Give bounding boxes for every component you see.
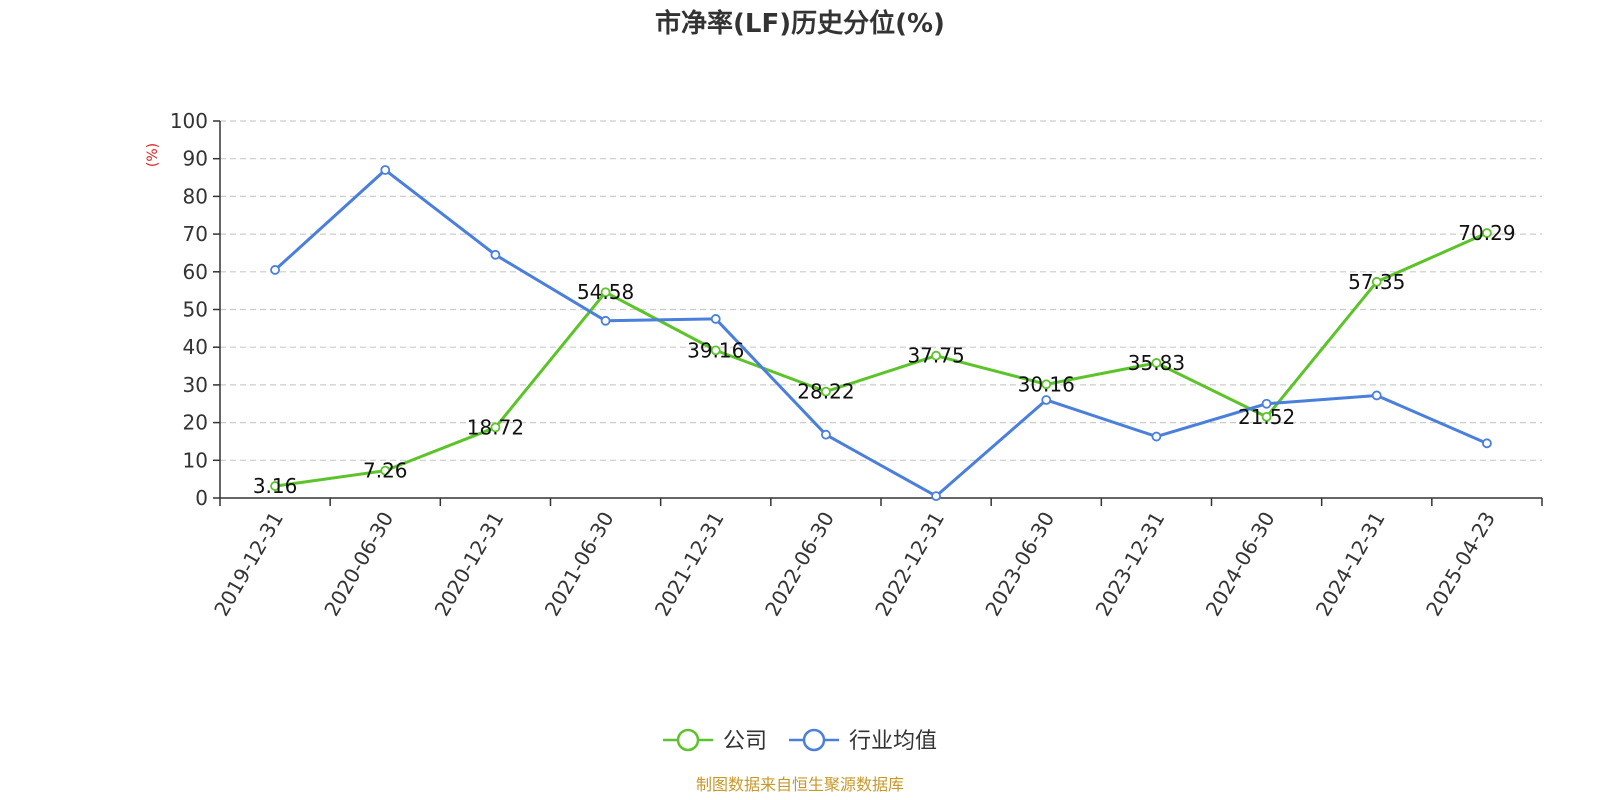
y-tick-label: 50 (183, 298, 208, 322)
axes: 0 10 20 30 40 50 60 70 80 90 100 2019-12-31 2020-06-… (170, 109, 1543, 621)
x-tick-label: 2021-12-31 (650, 508, 729, 621)
y-tick-label: 100 (170, 109, 208, 133)
legend-label: 公司 (723, 729, 767, 754)
x-tick-label: 2024-06-30 (1201, 508, 1280, 621)
chart-title: 市净率(LF)历史分位(%) (655, 8, 945, 39)
data-point (270, 265, 280, 275)
series-lines (270, 165, 1492, 502)
x-tick-label: 2023-12-31 (1091, 508, 1170, 621)
data-point (710, 345, 721, 356)
data-label: 28.22 (797, 380, 854, 404)
y-tick-label: 30 (183, 373, 208, 397)
data-point (1482, 228, 1492, 238)
data-label: 3.16 (253, 474, 298, 498)
data-labels: 3.16 7.26 18.72 54.58 39.16 28.22 37.75 30.16 35… (253, 221, 1516, 498)
data-point (380, 465, 391, 476)
x-tick-label: 2020-06-30 (319, 508, 398, 621)
x-tick-label: 2023-06-30 (980, 508, 1059, 621)
data-point (821, 429, 831, 440)
data-point (1482, 438, 1492, 449)
data-point (380, 165, 391, 175)
data-point (490, 249, 501, 260)
y-tick-label: 60 (183, 260, 208, 284)
data-label: 70.29 (1458, 221, 1515, 245)
data-point (821, 386, 831, 397)
data-point (1261, 411, 1272, 422)
x-tick-label: 2022-12-31 (870, 507, 949, 620)
grid-lines (220, 120, 1542, 461)
data-point (1041, 379, 1052, 390)
data-label: 54.58 (577, 280, 634, 304)
y-tick-label: 70 (183, 222, 208, 246)
y-tick-label: 0 (195, 486, 208, 510)
series-group (270, 228, 1492, 491)
data-point (1151, 358, 1162, 368)
data-label: 30.16 (1018, 372, 1075, 396)
data-point (270, 481, 280, 491)
legend-marker-icon (802, 728, 826, 752)
data-point (490, 422, 501, 433)
x-tick-label: 2025-04-23 (1421, 508, 1500, 621)
legend-item[interactable]: 行业均值 (789, 728, 937, 754)
x-tick-label: 2020-12-31 (430, 507, 509, 620)
data-point (600, 315, 611, 326)
data-label: 37.75 (907, 344, 964, 368)
data-point (931, 491, 941, 502)
legend-label: 行业均值 (849, 729, 937, 754)
data-label: 7.26 (363, 459, 408, 483)
series-line (274, 168, 1488, 498)
series-line (274, 231, 1488, 488)
legend-item[interactable]: 公司 (663, 728, 767, 754)
y-tick-label: 40 (183, 335, 208, 359)
data-label: 18.72 (467, 415, 524, 439)
x-tick-label: 2019-12-31 (209, 508, 288, 621)
data-point (1371, 276, 1382, 287)
data-point (931, 350, 941, 361)
legend-marker-icon (676, 728, 700, 752)
legend[interactable]: 公司 行业均值 (663, 728, 937, 754)
data-point (600, 287, 611, 298)
y-tick-label: 20 (183, 411, 208, 435)
series-group (270, 165, 1492, 502)
data-point (1041, 395, 1052, 405)
x-tick-label: 2022-06-30 (760, 508, 839, 621)
data-label: 57.35 (1348, 270, 1405, 294)
y-tick-label: 10 (183, 448, 208, 472)
y-tick-label: 90 (183, 147, 208, 171)
y-tick-label: 80 (183, 184, 208, 208)
x-tick-label: 2024-12-31 (1311, 508, 1390, 621)
data-point (1261, 398, 1272, 409)
data-label: 21.52 (1238, 405, 1295, 429)
data-source-note: 制图数据来自恒生聚源数据库 (696, 775, 904, 794)
data-point (1151, 431, 1162, 442)
data-point (1371, 390, 1382, 401)
data-label: 39.16 (687, 338, 744, 362)
data-point (710, 314, 721, 324)
y-axis-unit-label: (%) (145, 143, 161, 167)
x-tick-label: 2021-06-30 (540, 508, 619, 621)
data-label: 35.83 (1128, 351, 1185, 375)
